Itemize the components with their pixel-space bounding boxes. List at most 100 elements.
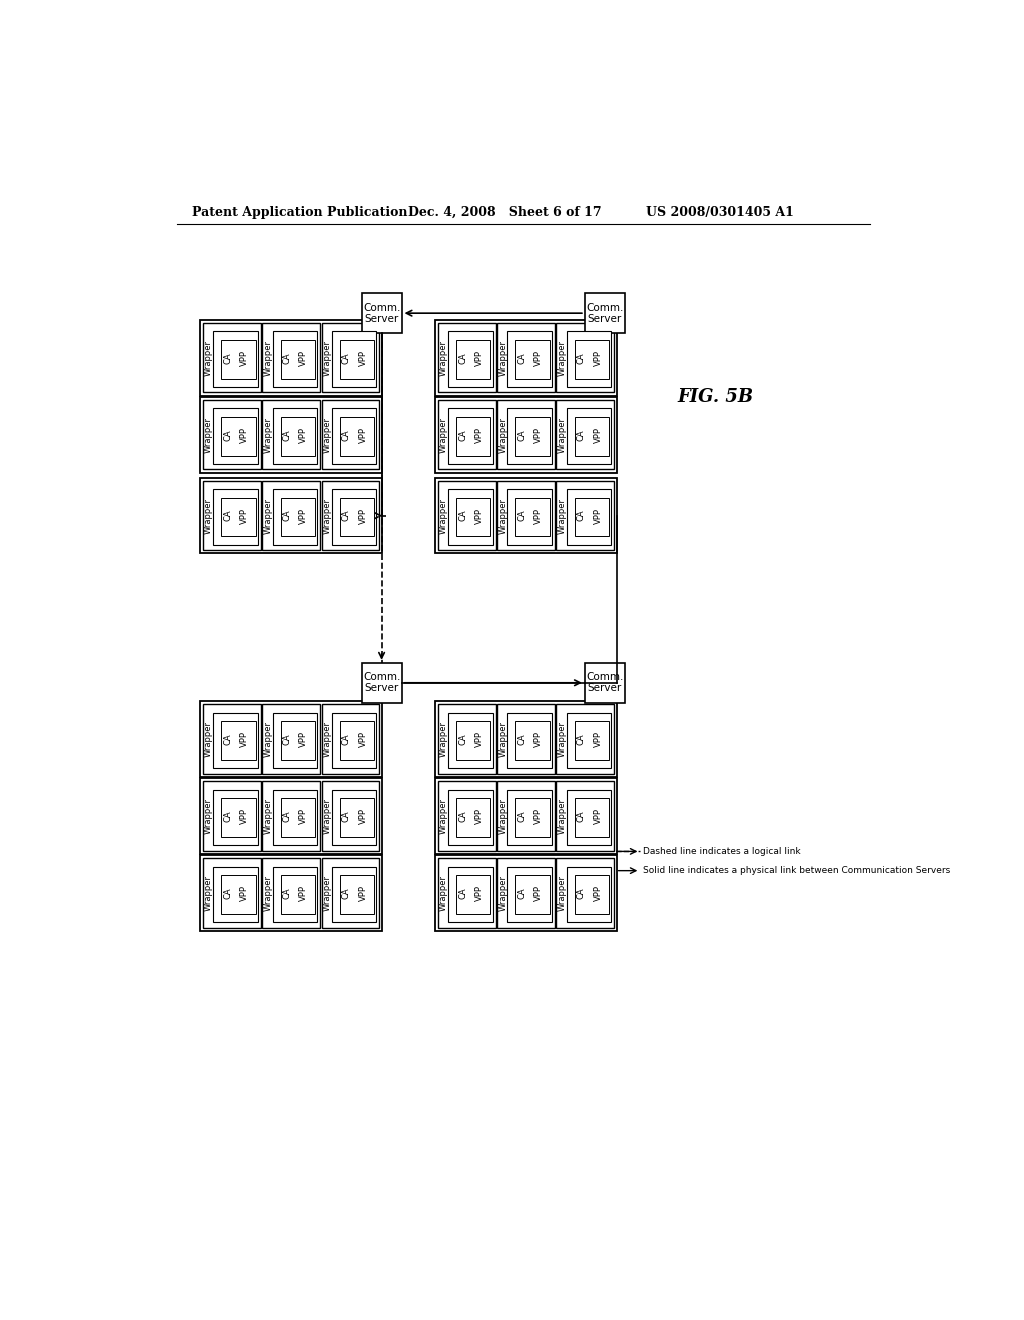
Bar: [508, 789, 552, 845]
Text: CA: CA: [223, 810, 232, 822]
Text: CA: CA: [458, 352, 467, 363]
Bar: [281, 339, 314, 379]
Bar: [203, 705, 261, 774]
Bar: [322, 400, 379, 470]
Text: Wrapper: Wrapper: [499, 721, 507, 756]
Text: Wrapper: Wrapper: [263, 721, 272, 756]
Text: VPP: VPP: [299, 426, 308, 442]
Bar: [574, 799, 609, 837]
Text: Wrapper: Wrapper: [439, 875, 449, 911]
Text: VPP: VPP: [594, 808, 602, 824]
Text: Wrapper: Wrapper: [499, 875, 507, 911]
Bar: [203, 480, 261, 550]
Bar: [262, 705, 319, 774]
Text: Wrapper: Wrapper: [558, 498, 566, 533]
Bar: [322, 781, 379, 850]
Text: Wrapper: Wrapper: [323, 799, 332, 834]
Bar: [262, 781, 319, 850]
Text: Server: Server: [365, 314, 398, 323]
Bar: [508, 331, 552, 387]
Text: VPP: VPP: [299, 808, 308, 824]
Text: Dec. 4, 2008   Sheet 6 of 17: Dec. 4, 2008 Sheet 6 of 17: [408, 206, 601, 219]
Text: VPP: VPP: [475, 884, 484, 902]
Text: VPP: VPP: [535, 350, 543, 366]
Text: CA: CA: [517, 352, 526, 363]
Bar: [213, 408, 258, 463]
Bar: [340, 799, 374, 837]
Text: Wrapper: Wrapper: [439, 339, 449, 376]
Text: CA: CA: [577, 733, 586, 744]
Text: CA: CA: [223, 429, 232, 441]
Bar: [281, 417, 314, 455]
Text: Wrapper: Wrapper: [439, 498, 449, 533]
Bar: [449, 867, 493, 923]
Bar: [515, 498, 550, 536]
Text: Wrapper: Wrapper: [204, 339, 213, 376]
Bar: [281, 721, 314, 760]
Text: VPP: VPP: [240, 508, 249, 524]
Text: VPP: VPP: [240, 731, 249, 747]
Text: Wrapper: Wrapper: [439, 417, 449, 453]
Text: VPP: VPP: [299, 884, 308, 902]
Text: VPP: VPP: [594, 731, 602, 747]
Text: Wrapper: Wrapper: [323, 417, 332, 453]
Text: VPP: VPP: [240, 350, 249, 366]
Bar: [213, 867, 258, 923]
Text: Wrapper: Wrapper: [263, 417, 272, 453]
Text: CA: CA: [283, 810, 292, 822]
Text: CA: CA: [283, 510, 292, 521]
Text: Wrapper: Wrapper: [204, 417, 213, 453]
Bar: [556, 323, 614, 392]
Text: Wrapper: Wrapper: [558, 799, 566, 834]
Bar: [574, 875, 609, 913]
Text: Wrapper: Wrapper: [204, 875, 213, 911]
Bar: [566, 490, 611, 545]
Text: Server: Server: [588, 684, 622, 693]
Text: VPP: VPP: [240, 426, 249, 442]
Bar: [332, 331, 377, 387]
Text: CA: CA: [283, 887, 292, 899]
Text: CA: CA: [223, 510, 232, 521]
Bar: [322, 323, 379, 392]
Bar: [435, 779, 617, 854]
Bar: [508, 408, 552, 463]
Bar: [200, 321, 382, 396]
Bar: [515, 339, 550, 379]
Bar: [200, 855, 382, 931]
Text: VPP: VPP: [240, 884, 249, 902]
Text: Wrapper: Wrapper: [499, 339, 507, 376]
Text: CA: CA: [517, 510, 526, 521]
Bar: [221, 417, 256, 455]
Bar: [272, 490, 317, 545]
Text: CA: CA: [223, 733, 232, 744]
Bar: [508, 490, 552, 545]
Bar: [332, 789, 377, 845]
Text: Wrapper: Wrapper: [204, 721, 213, 756]
Text: VPP: VPP: [535, 508, 543, 524]
Text: Wrapper: Wrapper: [204, 799, 213, 834]
Bar: [203, 781, 261, 850]
Text: Wrapper: Wrapper: [323, 498, 332, 533]
Bar: [456, 721, 490, 760]
Bar: [515, 721, 550, 760]
Text: CA: CA: [342, 733, 351, 744]
Bar: [200, 397, 382, 473]
Text: Server: Server: [365, 684, 398, 693]
Text: Wrapper: Wrapper: [323, 875, 332, 911]
Text: VPP: VPP: [299, 508, 308, 524]
Bar: [262, 480, 319, 550]
Bar: [566, 713, 611, 768]
Bar: [272, 713, 317, 768]
Bar: [221, 498, 256, 536]
Bar: [435, 701, 617, 776]
Bar: [272, 867, 317, 923]
Text: CA: CA: [458, 810, 467, 822]
Bar: [566, 867, 611, 923]
Text: VPP: VPP: [299, 731, 308, 747]
Text: CA: CA: [577, 510, 586, 521]
Text: VPP: VPP: [299, 350, 308, 366]
Text: VPP: VPP: [475, 350, 484, 366]
Text: VPP: VPP: [358, 884, 368, 902]
Text: US 2008/0301405 A1: US 2008/0301405 A1: [646, 206, 795, 219]
Text: CA: CA: [517, 733, 526, 744]
